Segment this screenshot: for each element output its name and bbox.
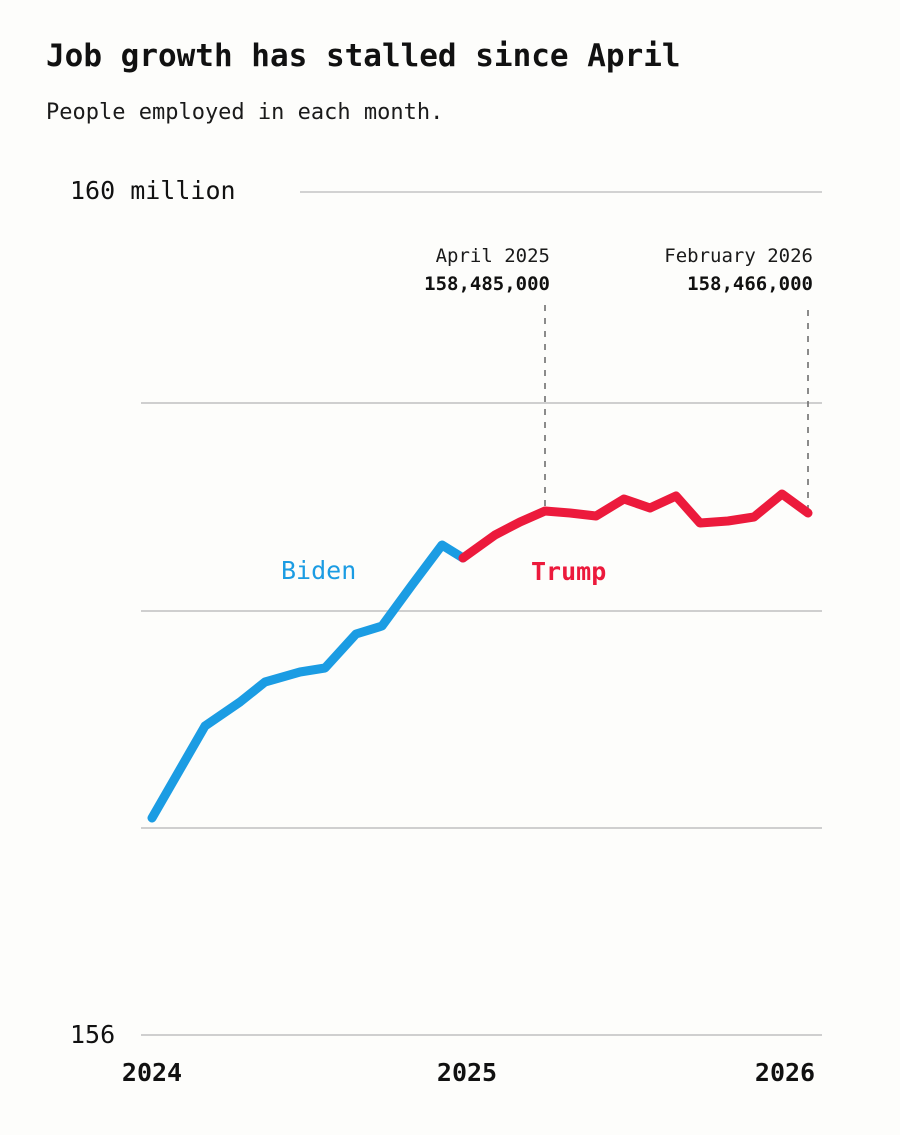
x-axis-tick-2026: 2026 [754, 1058, 816, 1087]
annotation-value: 158,485,000 [424, 272, 550, 295]
gridlines [141, 191, 822, 1036]
series-line-biden [147, 540, 468, 823]
annotation-value: 158,466,000 [687, 272, 813, 295]
annotation-date: April 2025 [435, 245, 550, 267]
x-axis-tick-2024: 2024 [121, 1058, 183, 1087]
page-title: Job growth has stalled since April [46, 38, 681, 74]
x-axis-tick-2025: 2025 [436, 1058, 498, 1087]
annotation-february-2026: February 2026 158,466,000 [513, 243, 813, 298]
series-line-trump [458, 489, 813, 563]
series-label-biden: Biden [281, 556, 357, 585]
chart-subtitle: People employed in each month. [46, 100, 444, 125]
y-axis-top-label: 160 million [70, 176, 244, 205]
annotation-leader-lines [544, 305, 809, 512]
annotation-april-2025: April 2025 158,485,000 [250, 243, 550, 298]
series-label-trump: Trump [531, 557, 607, 586]
annotation-date: February 2026 [664, 245, 813, 267]
y-axis-bottom-label: 156 [70, 1020, 124, 1049]
